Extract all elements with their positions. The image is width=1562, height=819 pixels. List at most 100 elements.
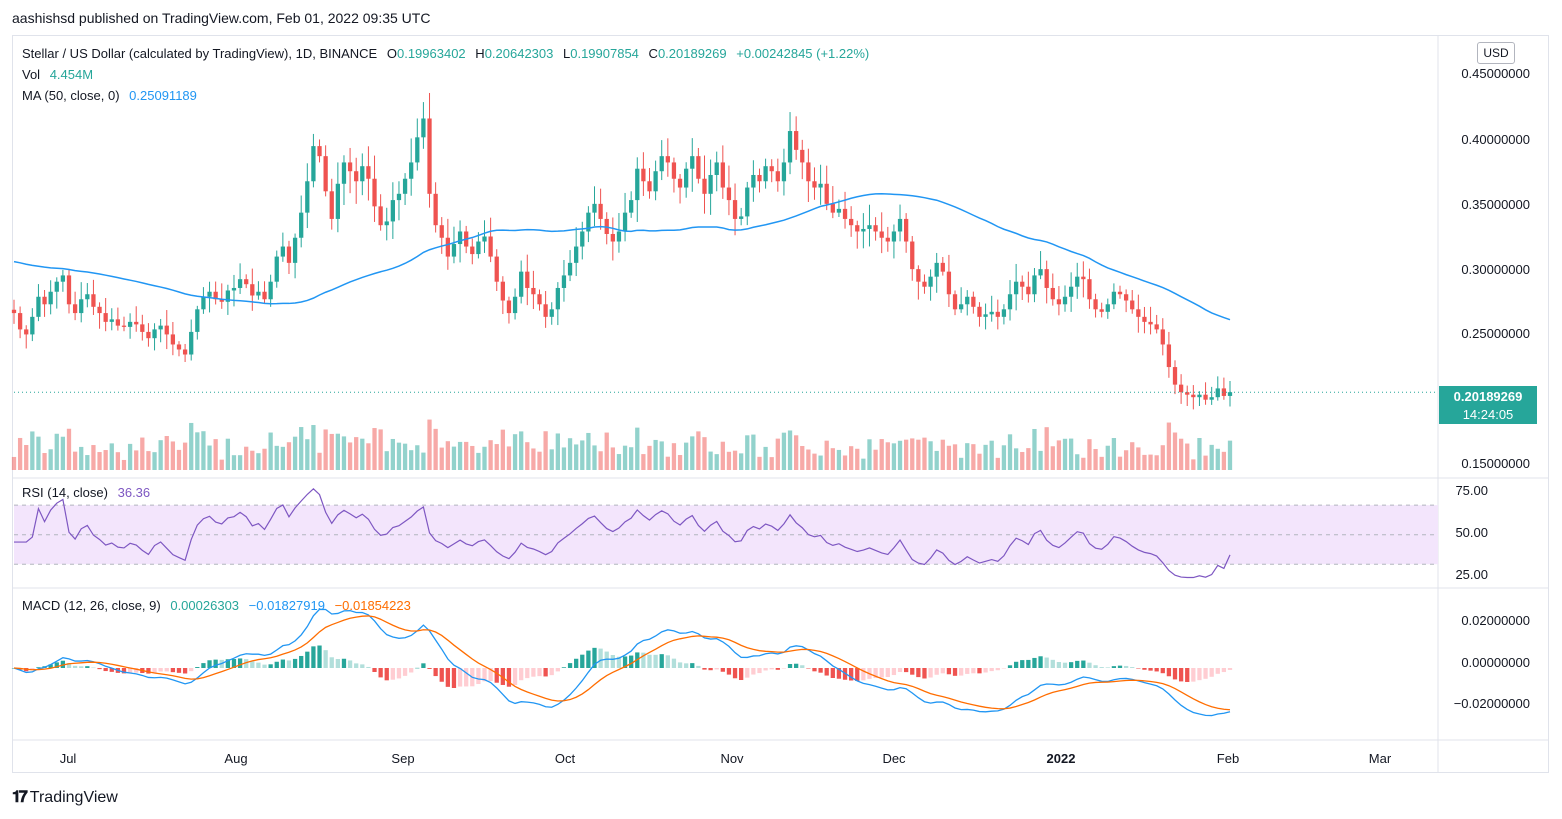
macd-hist-bar [763,668,768,671]
candle-body [849,218,854,226]
candle-body [237,279,243,288]
volume-bar [763,446,768,470]
volume-bar [1178,438,1184,470]
volume-bar [830,448,835,470]
candle-body [250,284,255,296]
volume-bar [347,442,353,470]
time-axis-label: Oct [554,751,576,766]
candle-body [879,231,884,238]
macd-hist-bar [543,668,548,677]
candle-body [1148,321,1153,325]
macd-hist-bar [280,659,286,668]
candle-body [1026,286,1031,295]
candle-body [1093,299,1098,310]
macd-hist-bar [1056,662,1062,668]
macd-hist-bar [574,658,579,668]
macd-hist-bar [1178,668,1184,682]
candle-body [451,244,457,257]
macd-hist-bar [1227,668,1233,670]
candle-body [286,246,292,263]
volume-bar [250,450,255,470]
macd-hist-bar [91,667,96,669]
volume-bar [1209,444,1214,470]
volume-bars [11,419,1233,470]
candle-body [580,231,585,247]
candle-body [928,276,933,287]
volume-bar [812,453,817,470]
volume-bar [702,437,707,470]
volume-bar [299,427,304,470]
macd-hist-bar [910,668,915,675]
volume-bar [256,453,261,470]
candle-body [800,149,805,163]
candle-body [635,168,640,201]
open-value: 0.19963402 [396,46,466,61]
volume-bar [378,429,383,470]
volume-bar [54,433,59,470]
high-value: 0.20642303 [484,46,554,61]
candle-body [965,296,970,305]
currency-button[interactable]: USD [1477,42,1515,64]
macd-hist-bar [372,668,377,673]
volume-bar [1087,439,1092,470]
rsi-value: 36.36 [117,485,151,500]
macd-hist-bar [855,668,860,682]
macd-hist-bar [983,668,988,673]
macd-hist-bar [629,655,634,668]
candle-body [512,296,518,314]
candle-body [415,137,420,163]
volume-value: 4.454M [49,67,94,82]
volume-bar [1050,446,1055,470]
macd-hist-bar [66,663,72,668]
macd-hist-bar [977,668,982,674]
volume-bar [824,440,829,470]
volume-bar [225,438,231,470]
macd-hist-bar [549,668,554,676]
macd-hist-bar [928,668,933,678]
macd-hist-bar [1038,656,1043,668]
volume-bar [146,451,151,470]
ma-line [13,192,1231,321]
macd-hist-bar [561,667,567,668]
volume-bar [231,455,237,470]
candle-body [127,321,133,327]
macd-hist-bar [85,666,90,668]
candle-body [17,313,23,330]
price-axis-label: 0.15000000 [1461,456,1530,471]
macd-legend: MACD (12, 26, close, 9) 0.00026303 −0.01… [22,598,411,613]
macd-hist-bar [127,668,133,673]
price-axis-label: 0.45000000 [1461,66,1530,81]
volume-bar [1013,448,1019,470]
macd-hist-bar [335,659,340,668]
macd-hist-bar [1172,668,1178,680]
macd-hist-bar [934,668,939,675]
macd-hist-bar [1075,660,1080,668]
volume-bar [176,449,182,470]
volume-bar [66,428,72,470]
candle-body [641,168,646,182]
candle-body [140,324,145,332]
time-axis-label: Mar [1368,751,1392,766]
volume-bar [30,431,35,470]
volume-bar [977,453,982,470]
volume-bar [512,434,518,470]
macd-hist-bar [732,668,738,679]
macd-hist-bar [641,652,646,668]
tradingview-brand[interactable]: 𝟏𝟕 TradingView [12,789,118,807]
macd-hist-bar [1148,668,1153,671]
macd-hist-bar [812,668,817,672]
macd-hist-bar [427,668,432,669]
candle-body [1038,269,1043,276]
volume-bar [11,456,17,470]
candle-body [48,291,53,305]
candle-body [1056,299,1062,305]
volume-bar [24,445,29,470]
rsi-label: RSI (14, close) [22,485,108,500]
macd-hist-bar [794,663,799,668]
candle-body [24,329,29,335]
candle-body [500,281,505,301]
volume-bar [610,447,615,470]
time-axis-label: Sep [391,751,415,766]
volume-bar [1001,445,1007,470]
